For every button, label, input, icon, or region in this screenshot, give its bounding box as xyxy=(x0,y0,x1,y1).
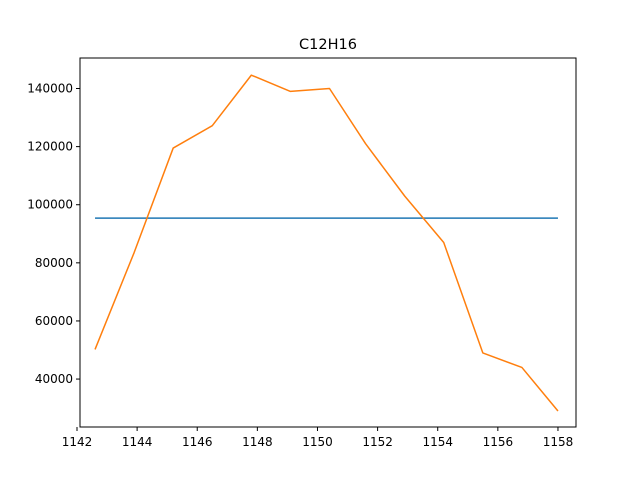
chart-title: C12H16 xyxy=(299,37,357,53)
y-tick-label: 140000 xyxy=(27,82,73,96)
series-layer xyxy=(94,74,559,412)
x-tick-label: 1152 xyxy=(362,435,393,449)
x-axis-ticks: 1142 1144 1146 1148 1150 1152 1154 1156 1158 xyxy=(62,427,574,449)
x-tick-label: 1154 xyxy=(422,435,453,449)
x-tick-label: 1146 xyxy=(182,435,213,449)
x-tick-label: 1150 xyxy=(302,435,333,449)
x-tick-label: 1144 xyxy=(122,435,153,449)
series-line-2 xyxy=(94,74,559,412)
y-tick-label: 100000 xyxy=(27,198,73,212)
y-tick-label: 120000 xyxy=(27,140,73,154)
x-tick-label: 1142 xyxy=(62,435,93,449)
y-tick-label: 40000 xyxy=(35,372,73,386)
x-tick-label: 1158 xyxy=(543,435,574,449)
y-tick-label: 60000 xyxy=(35,314,73,328)
y-axis-ticks: 40000 60000 80000 100000 120000 140000 xyxy=(27,82,80,386)
plot-frame xyxy=(79,57,577,428)
y-tick-label: 80000 xyxy=(35,256,73,270)
x-tick-label: 1156 xyxy=(483,435,514,449)
x-tick-label: 1148 xyxy=(242,435,273,449)
